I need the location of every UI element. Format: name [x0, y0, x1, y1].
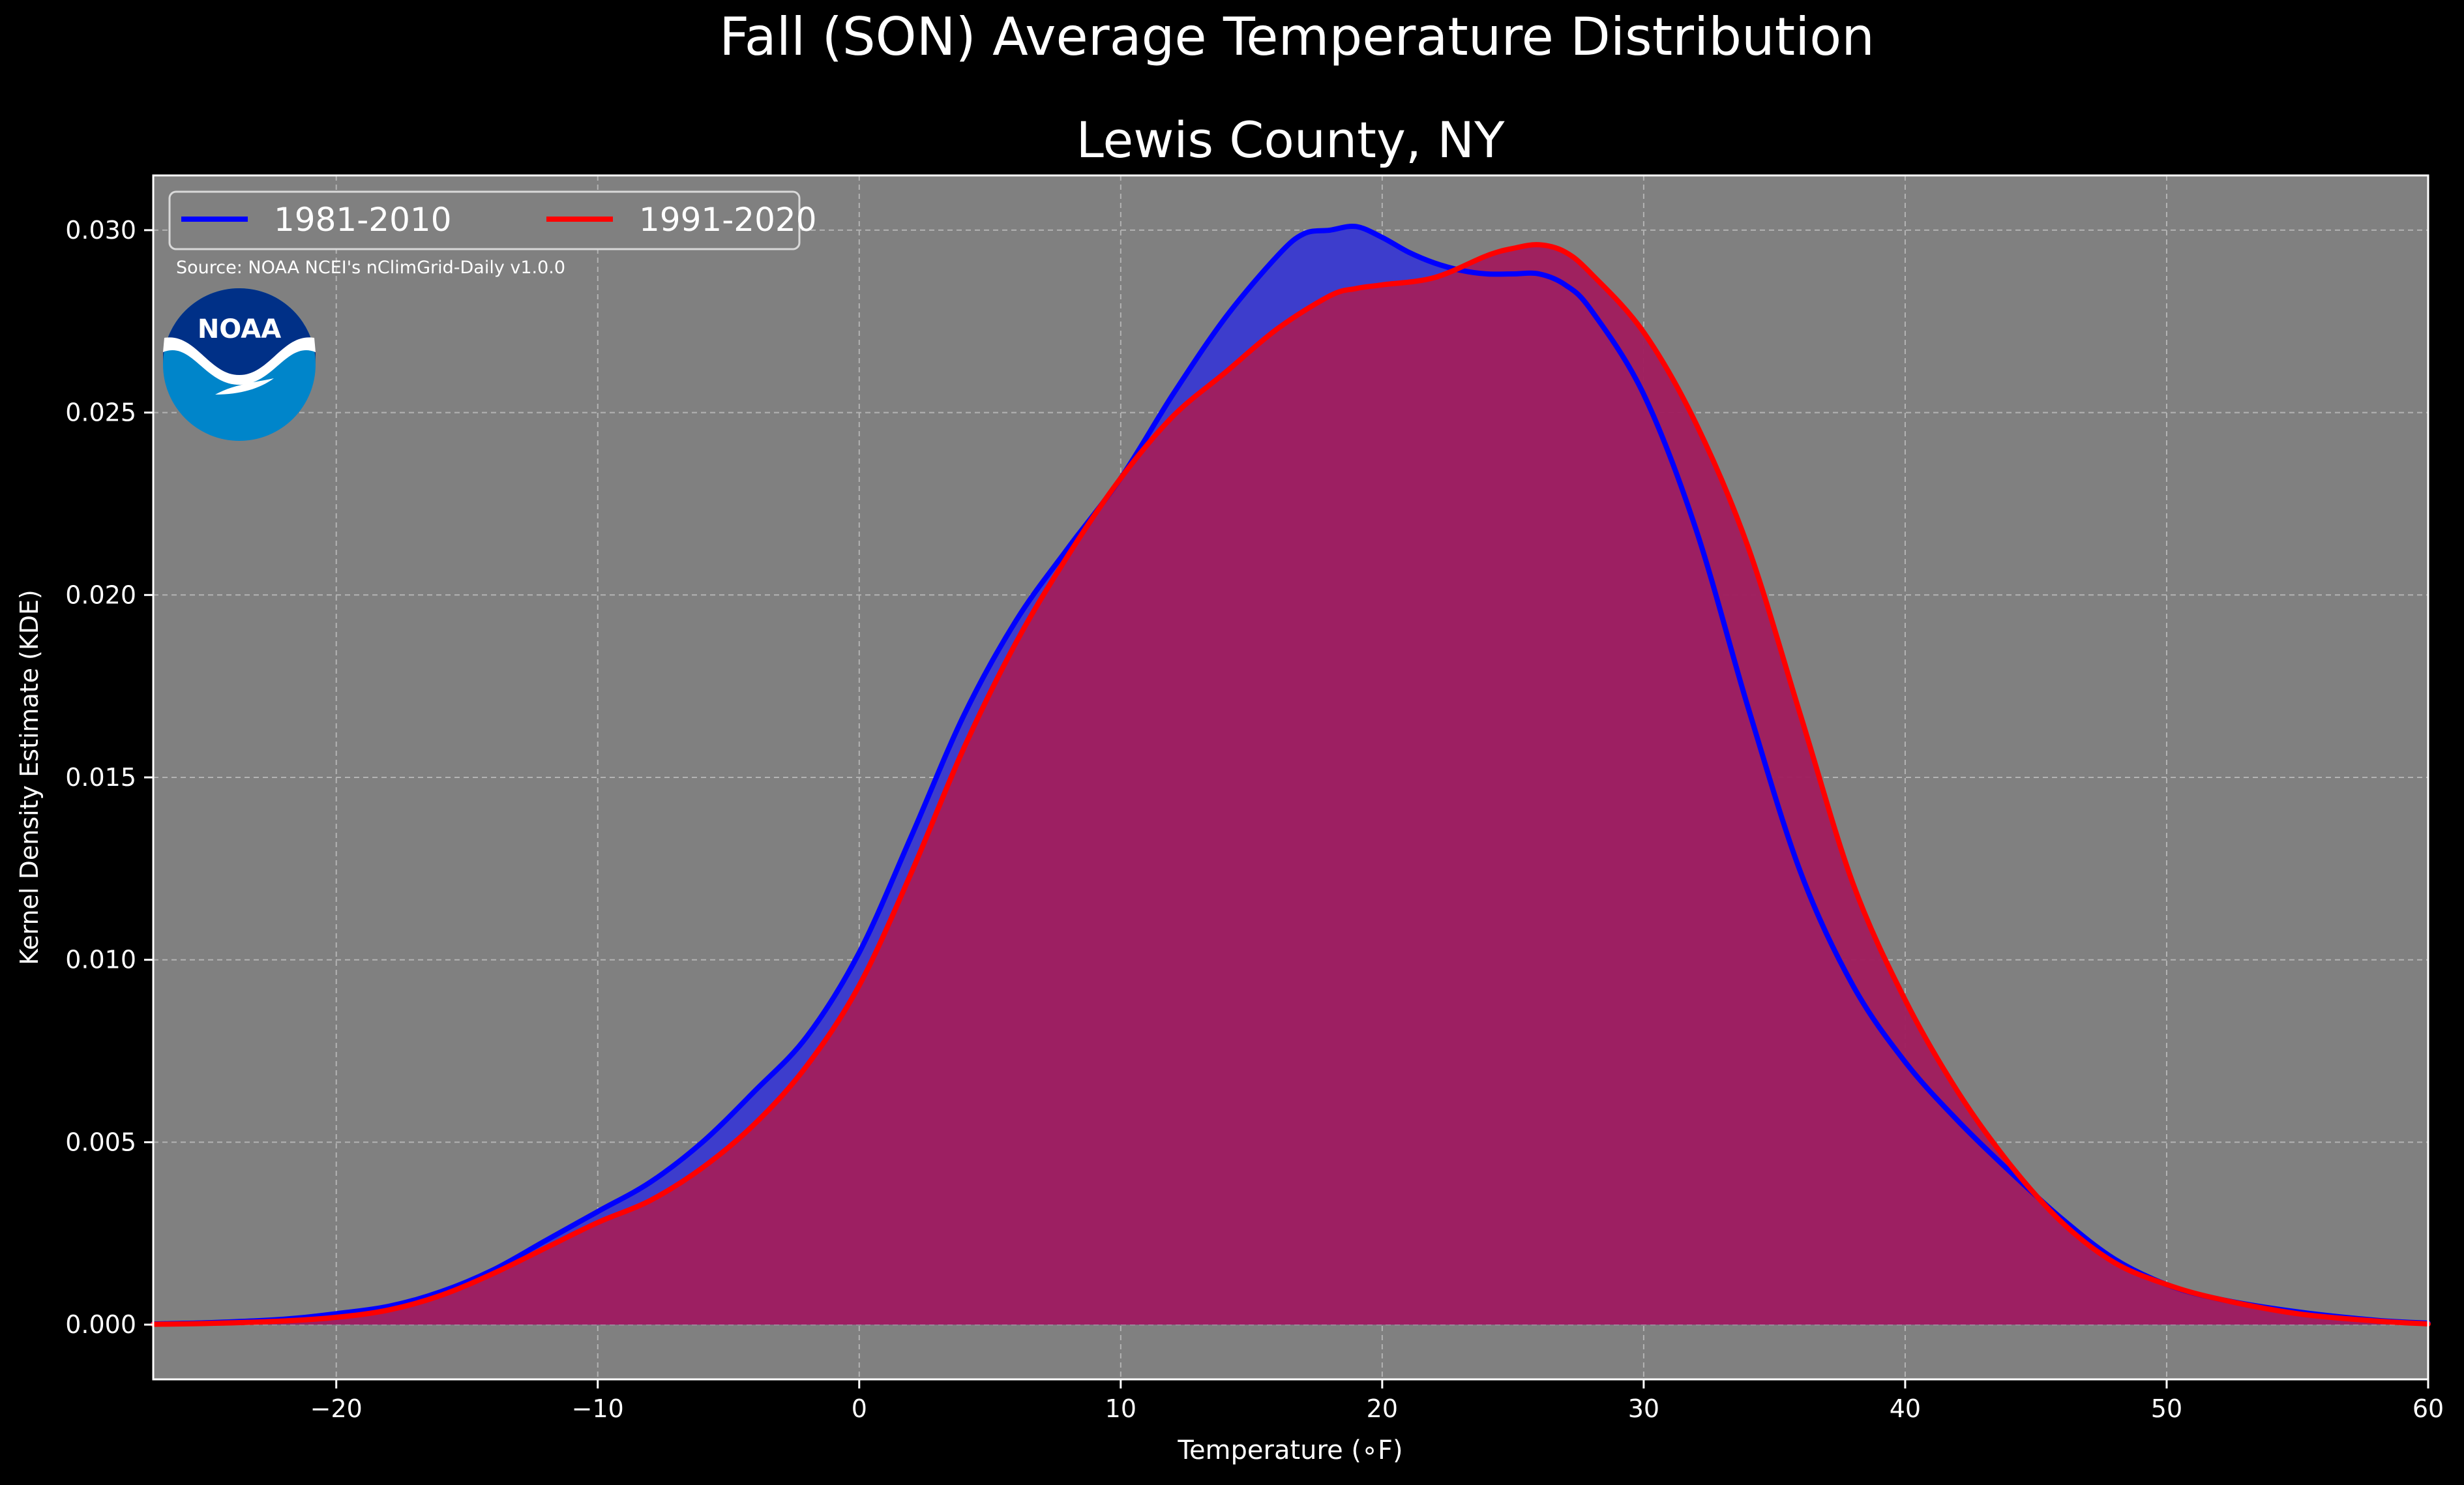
source-annotation: Source: NOAA NCEI's nClimGrid-Daily v1.0… [176, 258, 565, 278]
series-1991-2020-area [153, 245, 2428, 1325]
legend-box [168, 190, 801, 250]
y-tick-label: 0.000 [65, 1310, 136, 1339]
chart-title: Fall (SON) Average Temperature Distribut… [719, 7, 1875, 67]
noaa-logo: NOAA [163, 288, 316, 441]
x-tick-label: −10 [572, 1394, 624, 1423]
x-tick-label: 0 [852, 1394, 867, 1423]
legend-label-1981-2010: 1981-2010 [274, 201, 452, 239]
x-tick-label: 60 [2412, 1394, 2444, 1423]
y-tick-label: 0.010 [65, 946, 136, 974]
y-tick-label: 0.030 [65, 216, 136, 245]
x-axis-label: Temperature (∘F) [1177, 1435, 1403, 1465]
x-tick-label: −20 [310, 1394, 363, 1423]
x-tick-label: 10 [1105, 1394, 1136, 1423]
x-axis-ticks: −20 −10 0 10 20 30 40 50 60 [310, 1379, 2444, 1423]
y-axis-label: Kernel Density Estimate (KDE) [15, 590, 44, 965]
y-tick-label: 0.020 [65, 580, 136, 609]
legend: 1981-2010 1991-2020 [168, 190, 817, 250]
series-1991-2020-line [151, 242, 2431, 1327]
chart-subtitle: Lewis County, NY [1076, 111, 1505, 169]
density-lines [151, 223, 2431, 1327]
legend-label-1991-2020: 1991-2020 [639, 201, 817, 239]
noaa-logo-text: NOAA [198, 314, 281, 344]
x-tick-label: 20 [1367, 1394, 1398, 1423]
y-tick-label: 0.005 [65, 1128, 136, 1156]
y-tick-label: 0.025 [65, 398, 136, 427]
noaa-logo-gull [215, 378, 274, 395]
y-tick-label: 0.015 [65, 763, 136, 792]
noaa-logo-wave [163, 337, 316, 385]
x-tick-label: 40 [1890, 1394, 1921, 1423]
x-tick-label: 50 [2151, 1394, 2182, 1423]
x-tick-label: 30 [1628, 1394, 1659, 1423]
y-axis-ticks: 0.000 0.005 0.010 0.015 0.020 0.025 0.030 [65, 216, 153, 1339]
density-areas [153, 226, 2428, 1325]
series-1981-2010-line [151, 223, 2431, 1327]
